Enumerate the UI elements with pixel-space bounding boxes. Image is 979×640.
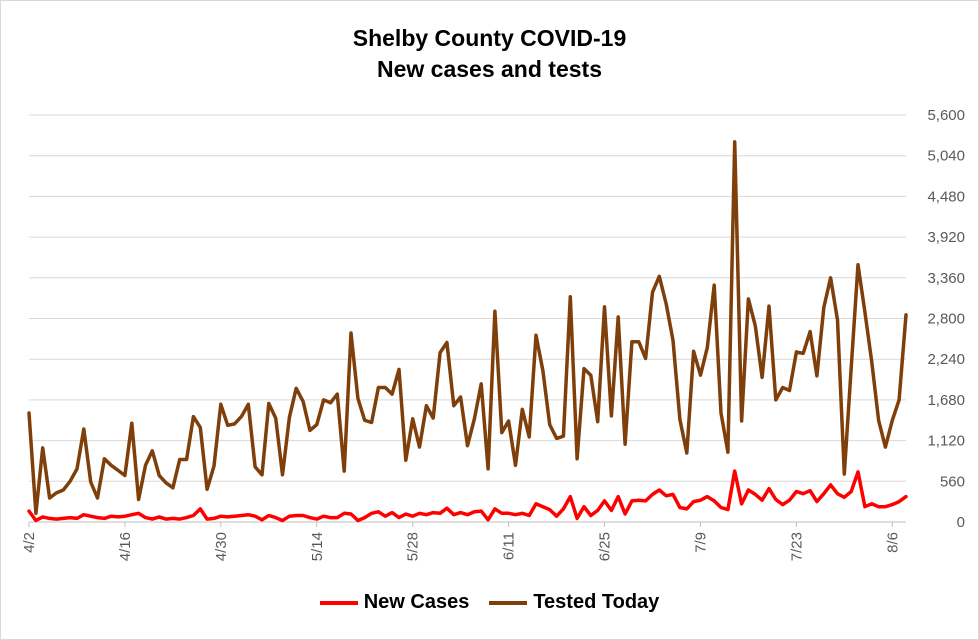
y-tick-label: 560 <box>940 473 965 490</box>
legend-label-new-cases: New Cases <box>363 591 470 613</box>
chart-title-line-1: Shelby County COVID-19 <box>352 25 627 51</box>
legend: New Cases Tested Today <box>1 591 978 614</box>
legend-item-new-cases: New Cases <box>319 591 470 614</box>
y-axis-tick-labels: 0 560 1,120 1,680 2,240 2,800 3,360 3,920 4,480 5… <box>927 107 965 531</box>
y-tick-label: 3,920 <box>927 229 965 246</box>
x-tick-label: 7/9 <box>692 532 709 553</box>
y-tick-label: 4,480 <box>927 188 965 205</box>
x-tick-label: 8/6 <box>884 532 901 553</box>
legend-swatch-tested-today <box>489 600 528 605</box>
y-tick-label: 5,040 <box>927 148 965 165</box>
legend-item-tested-today: Tested Today <box>489 591 659 614</box>
series-lines <box>27 140 908 523</box>
chart-title: Shelby County COVID-19 New cases and tes… <box>1 23 978 85</box>
x-axis-tick-labels: 4/2 4/16 4/30 5/14 5/28 6/11 6/25 7/9 7/23 8/6 <box>21 522 901 561</box>
y-tick-label: 3,360 <box>927 270 965 287</box>
y-tick-label: 2,800 <box>927 311 965 328</box>
y-tick-label: 1,680 <box>927 392 965 409</box>
legend-label-tested-today: Tested Today <box>533 591 660 613</box>
x-tick-label: 5/14 <box>309 532 326 561</box>
y-tick-label: 5,600 <box>927 107 965 124</box>
x-tick-label: 4/16 <box>117 532 134 561</box>
x-tick-label: 6/11 <box>501 532 518 560</box>
gridlines <box>29 114 906 482</box>
legend-swatch-new-cases <box>319 600 358 605</box>
series-line-new-cases <box>27 469 908 523</box>
chart-title-line-2: New cases and tests <box>376 56 602 82</box>
x-tick-label: 6/25 <box>597 532 614 561</box>
x-tick-label: 7/23 <box>788 532 805 561</box>
y-tick-label: 1,120 <box>927 433 965 450</box>
y-tick-label: 2,240 <box>927 351 965 368</box>
y-tick-label: 0 <box>957 514 965 531</box>
x-tick-label: 5/28 <box>405 532 422 561</box>
x-tick-label: 4/2 <box>21 532 38 553</box>
x-tick-label: 4/30 <box>213 532 230 561</box>
series-line-tested-today <box>27 140 908 516</box>
